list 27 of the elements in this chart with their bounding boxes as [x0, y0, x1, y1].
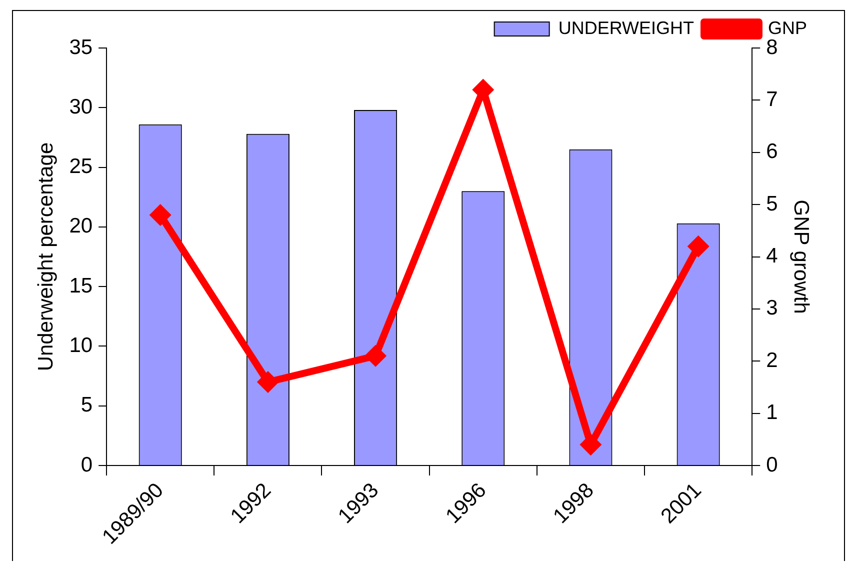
point [472, 78, 494, 101]
y-tick-label: 35 [69, 36, 93, 59]
y2-tick-label: 0 [766, 453, 778, 476]
point [364, 344, 387, 367]
y-tick-label: 5 [80, 394, 93, 417]
y2-tick-label: 4 [766, 244, 778, 268]
y2-tick-label: 7 [766, 88, 778, 111]
y-tick-label: 30 [69, 95, 93, 118]
y-tick-label: 15 [69, 274, 93, 298]
y2-tick-label: 2 [766, 348, 778, 372]
y2-tick-label: 1 [766, 401, 778, 424]
y2-tick-label: 3 [766, 296, 778, 320]
point [256, 371, 279, 394]
point [580, 434, 602, 456]
y-axis-title: Underweight percentage [34, 142, 58, 372]
y-tick-label: 10 [69, 334, 93, 358]
y2-tick-label: 5 [766, 192, 778, 216]
y2-tick-label: 8 [766, 36, 778, 59]
legend-label: GNP [768, 18, 808, 38]
legend-label: UNDERWEIGHT [558, 18, 694, 38]
y2-tick-label: 6 [766, 140, 778, 164]
y-tick-label: 0 [80, 453, 93, 476]
y2-axis-title: GNP growth [790, 200, 813, 314]
y-tick-label: 20 [69, 214, 93, 238]
y-tick-label: 25 [69, 155, 93, 178]
point [687, 235, 710, 258]
point [149, 204, 172, 226]
